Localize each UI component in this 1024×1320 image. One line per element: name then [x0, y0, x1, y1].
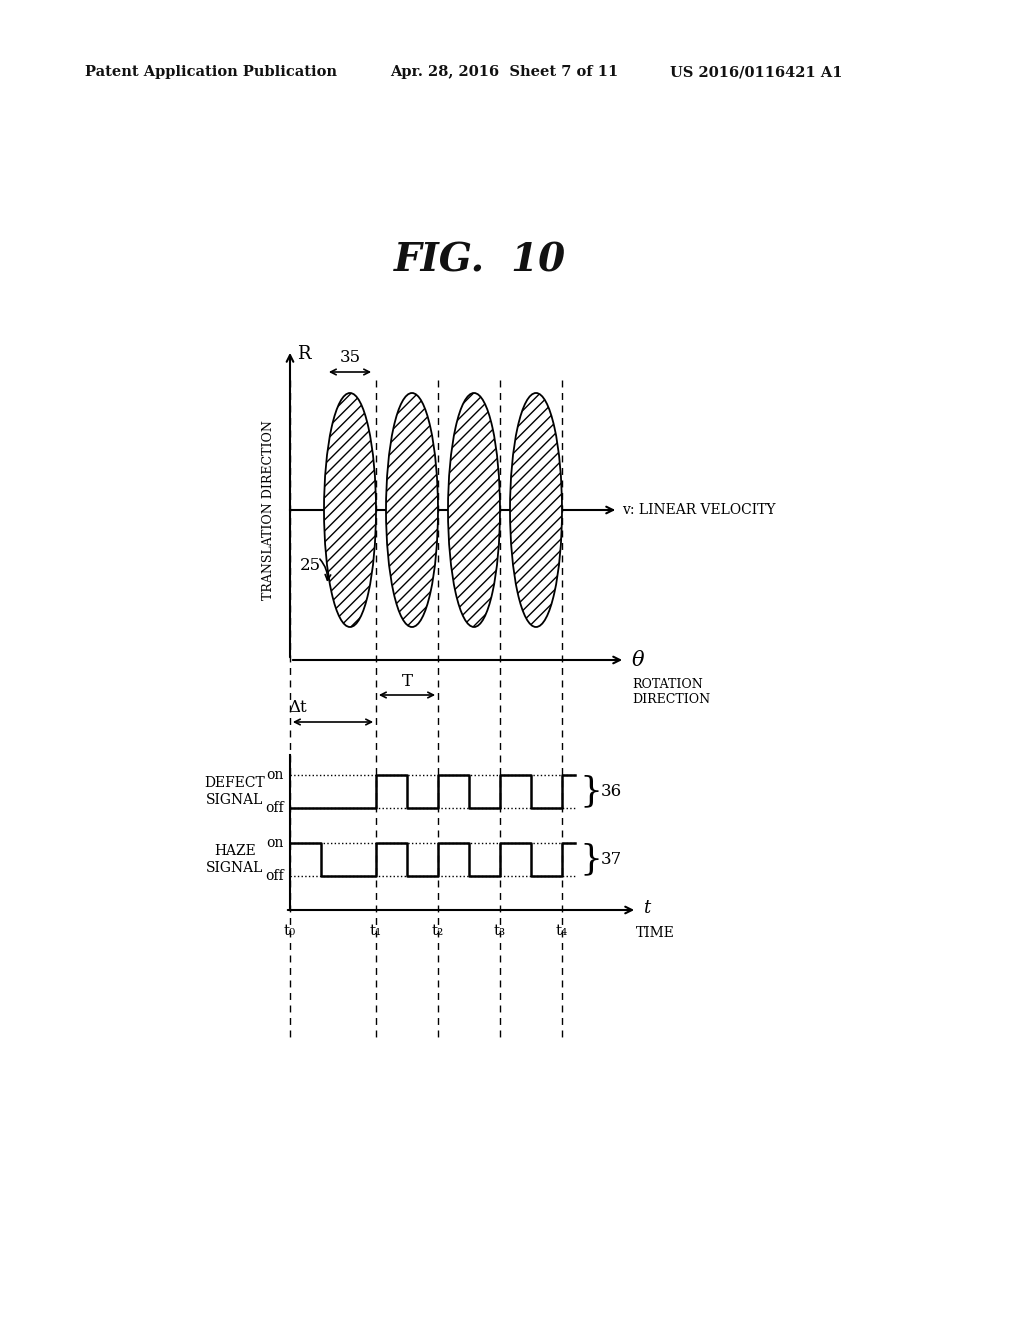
Text: Apr. 28, 2016  Sheet 7 of 11: Apr. 28, 2016 Sheet 7 of 11 [390, 65, 618, 79]
Text: t: t [643, 899, 650, 917]
Text: DEFECT
SIGNAL: DEFECT SIGNAL [205, 776, 265, 807]
Text: on: on [266, 768, 284, 781]
Ellipse shape [510, 393, 562, 627]
Text: TRANSLATION DIRECTION: TRANSLATION DIRECTION [261, 420, 274, 599]
Text: 25: 25 [300, 557, 322, 573]
Text: }: } [579, 842, 602, 876]
Text: off: off [265, 801, 284, 814]
Text: TIME: TIME [636, 927, 675, 940]
Text: v: LINEAR VELOCITY: v: LINEAR VELOCITY [622, 503, 775, 517]
Text: t₄: t₄ [556, 924, 568, 939]
Text: t₂: t₂ [432, 924, 444, 939]
Text: }: } [579, 775, 602, 808]
Text: 37: 37 [601, 851, 623, 869]
Text: Δt: Δt [288, 700, 306, 717]
Text: US 2016/0116421 A1: US 2016/0116421 A1 [670, 65, 843, 79]
Text: 36: 36 [601, 783, 623, 800]
Text: off: off [265, 869, 284, 883]
Text: on: on [266, 836, 284, 850]
Text: FIG.  10: FIG. 10 [394, 242, 566, 279]
Text: t₃: t₃ [494, 924, 506, 939]
Text: t₀: t₀ [284, 924, 296, 939]
Text: T: T [401, 672, 413, 689]
Text: ROTATION
DIRECTION: ROTATION DIRECTION [632, 678, 710, 706]
Text: t₁: t₁ [370, 924, 382, 939]
Text: R: R [297, 345, 310, 363]
Ellipse shape [324, 393, 376, 627]
Text: 35: 35 [339, 348, 360, 366]
Ellipse shape [386, 393, 438, 627]
Text: Patent Application Publication: Patent Application Publication [85, 65, 337, 79]
Text: HAZE
SIGNAL: HAZE SIGNAL [206, 843, 264, 875]
Ellipse shape [449, 393, 500, 627]
Text: θ: θ [632, 651, 645, 669]
